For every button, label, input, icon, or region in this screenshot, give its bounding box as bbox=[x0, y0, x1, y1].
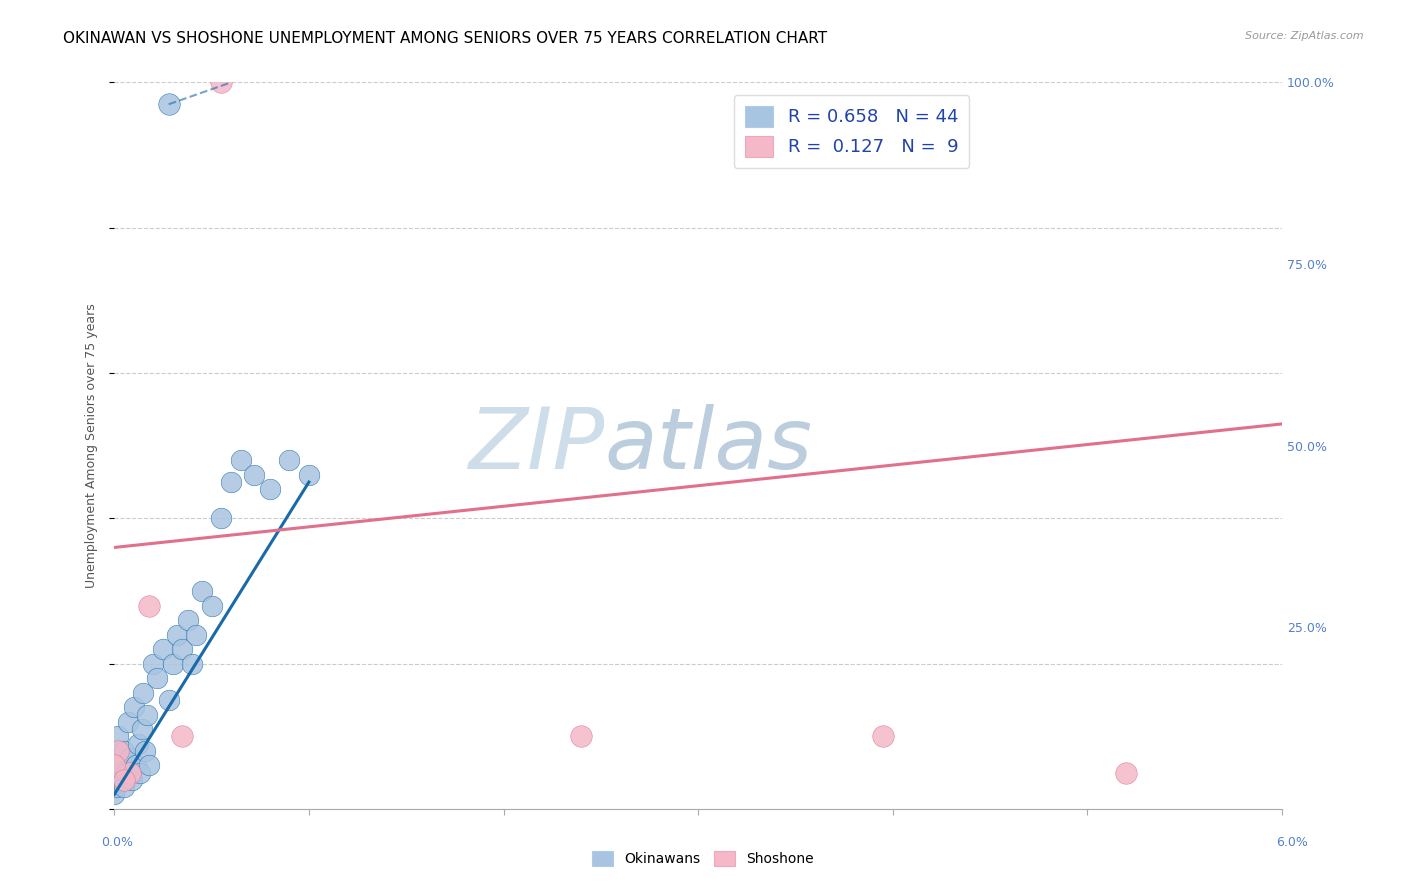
Point bbox=[115, 765, 138, 780]
Point bbox=[229, 453, 252, 467]
Point bbox=[152, 642, 174, 657]
Text: ZIP: ZIP bbox=[468, 404, 605, 487]
Point bbox=[112, 744, 135, 758]
Point bbox=[103, 744, 125, 758]
Point bbox=[107, 730, 129, 744]
Point bbox=[138, 599, 160, 613]
Point bbox=[125, 758, 148, 772]
Point bbox=[134, 744, 156, 758]
Point bbox=[569, 730, 592, 744]
Point bbox=[157, 97, 180, 112]
Point bbox=[108, 772, 131, 787]
Point bbox=[177, 613, 200, 627]
Point bbox=[118, 751, 141, 765]
Y-axis label: Unemployment Among Seniors over 75 years: Unemployment Among Seniors over 75 years bbox=[86, 303, 98, 588]
Text: OKINAWAN VS SHOSHONE UNEMPLOYMENT AMONG SENIORS OVER 75 YEARS CORRELATION CHART: OKINAWAN VS SHOSHONE UNEMPLOYMENT AMONG … bbox=[63, 31, 827, 46]
Point bbox=[107, 744, 129, 758]
Point bbox=[872, 730, 894, 744]
Point bbox=[103, 772, 125, 787]
Point bbox=[122, 700, 145, 714]
Text: 6.0%: 6.0% bbox=[1275, 837, 1308, 849]
Text: 0.0%: 0.0% bbox=[101, 837, 134, 849]
Legend: R = 0.658   N = 44, R =  0.127   N =  9: R = 0.658 N = 44, R = 0.127 N = 9 bbox=[734, 95, 969, 168]
Point bbox=[157, 693, 180, 707]
Point bbox=[118, 765, 141, 780]
Point bbox=[209, 75, 232, 89]
Point bbox=[191, 584, 214, 599]
Point bbox=[184, 627, 207, 641]
Point bbox=[127, 737, 149, 751]
Point bbox=[128, 765, 150, 780]
Point bbox=[111, 758, 134, 772]
Point bbox=[200, 599, 222, 613]
Point bbox=[1115, 765, 1137, 780]
Point bbox=[172, 642, 194, 657]
Point bbox=[138, 758, 160, 772]
Point bbox=[278, 453, 301, 467]
Point bbox=[136, 707, 159, 722]
Point bbox=[219, 475, 242, 489]
Point bbox=[112, 780, 135, 795]
Point bbox=[243, 467, 266, 482]
Point bbox=[103, 788, 125, 802]
Point bbox=[132, 686, 155, 700]
Point bbox=[259, 483, 281, 497]
Point bbox=[105, 765, 128, 780]
Point bbox=[172, 730, 194, 744]
Legend: Okinawans, Shoshone: Okinawans, Shoshone bbox=[586, 846, 820, 871]
Point bbox=[181, 657, 204, 671]
Point bbox=[107, 751, 129, 765]
Text: Source: ZipAtlas.com: Source: ZipAtlas.com bbox=[1246, 31, 1364, 41]
Point bbox=[103, 758, 125, 772]
Point bbox=[209, 511, 232, 525]
Point bbox=[117, 714, 139, 729]
Point bbox=[298, 467, 321, 482]
Point bbox=[121, 772, 143, 787]
Point bbox=[103, 758, 125, 772]
Point bbox=[162, 657, 184, 671]
Point bbox=[112, 772, 135, 787]
Text: atlas: atlas bbox=[605, 404, 813, 487]
Point bbox=[166, 627, 188, 641]
Point bbox=[131, 722, 153, 736]
Point bbox=[142, 657, 165, 671]
Point bbox=[105, 780, 128, 795]
Point bbox=[146, 671, 169, 685]
